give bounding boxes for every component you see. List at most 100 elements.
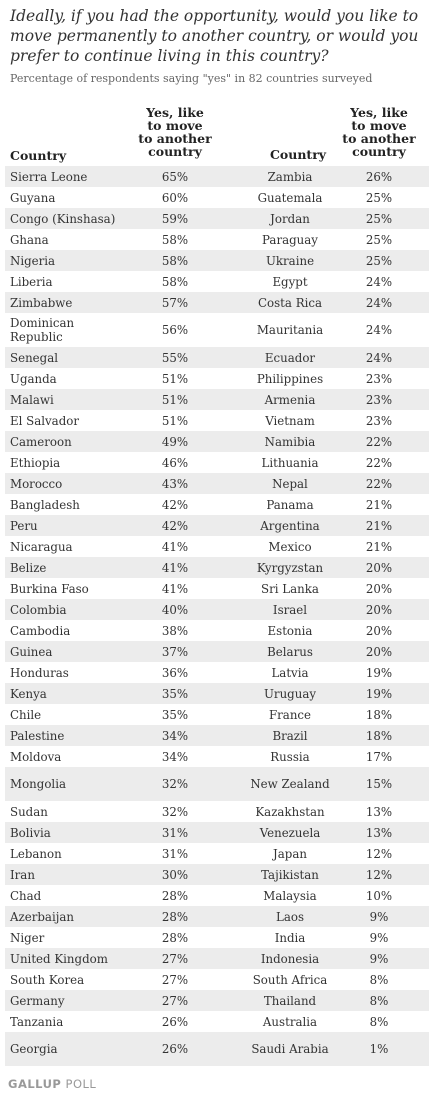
- country-left-cell: Malawi: [10, 392, 54, 407]
- country-right-cell: Mauritania: [256, 323, 324, 337]
- percent-right-cell: 8%: [369, 1014, 389, 1029]
- header-line: to another: [138, 131, 212, 146]
- country-right-cell: Thailand: [263, 993, 317, 1008]
- table-row: Liberia 58% Egypt 24%: [5, 271, 429, 292]
- table-row: Nigeria 58% Ukraine 25%: [5, 250, 429, 271]
- percent-right-cell: 9%: [369, 930, 389, 945]
- percent-left-cell: 56%: [161, 323, 189, 337]
- percent-left-cell: 32%: [161, 777, 189, 791]
- country-left-cell: Lebanon: [10, 846, 62, 861]
- percent-right-cell: 9%: [369, 909, 389, 924]
- percent-right-cell: 22%: [365, 476, 393, 491]
- header-line: to move: [147, 118, 203, 133]
- country-left-cell: Nicaragua: [10, 539, 73, 554]
- percent-right-cell: 18%: [365, 707, 393, 722]
- table-row: Ethiopia 46% Lithuania 22%: [5, 452, 429, 473]
- percent-left-cell: 58%: [161, 274, 189, 289]
- country-left-cell: Azerbaijan: [10, 909, 75, 924]
- country-right-cell: Australia: [262, 1014, 318, 1029]
- table-row: Colombia 40% Israel 20%: [5, 599, 429, 620]
- table-row: Palestine 34% Brazil 18%: [5, 725, 429, 746]
- table-row: Ghana 58% Paraguay 25%: [5, 229, 429, 250]
- country-right-cell: Israel: [272, 602, 308, 617]
- header-line: country: [352, 144, 406, 159]
- percent-right-cell: 19%: [365, 665, 393, 680]
- country-left-cell: Mongolia: [10, 777, 67, 791]
- percent-right-cell: 13%: [365, 804, 393, 819]
- country-right-cell: Vietnam: [265, 413, 315, 428]
- percent-left-cell: 41%: [161, 560, 189, 575]
- country-right-cell: Kyrgyzstan: [256, 560, 324, 575]
- country-left-cell: Cameroon: [10, 434, 72, 449]
- percent-left-cell: 27%: [161, 951, 189, 966]
- country-right-cell: Namibia: [264, 434, 316, 449]
- table-row: Germany 27% Thailand 8%: [5, 990, 429, 1011]
- country-right-cell: Ukraine: [265, 253, 315, 268]
- country-right-cell: France: [268, 707, 312, 722]
- country-right-cell: Paraguay: [262, 232, 318, 247]
- percent-left-cell: 32%: [161, 804, 189, 819]
- country-right-cell: Zambia: [267, 169, 313, 184]
- table-row: Kenya 35% Uruguay 19%: [5, 683, 429, 704]
- country-right-cell: Guatemala: [257, 190, 323, 205]
- table-row: Peru 42% Argentina 21%: [5, 515, 429, 536]
- percent-right-cell: 12%: [365, 846, 393, 861]
- country-left-cell: Georgia: [10, 1042, 58, 1056]
- country-left-cell: Germany: [10, 993, 65, 1008]
- percent-left-cell: 40%: [161, 602, 189, 617]
- percent-left-cell: 51%: [161, 371, 189, 386]
- country-right-cell: New Zealand: [250, 777, 330, 791]
- table-row: Chad 28% Malaysia 10%: [5, 885, 429, 906]
- percent-right-cell: 22%: [365, 434, 393, 449]
- percent-right-cell: 23%: [365, 413, 393, 428]
- table-row: Sudan 32% Kazakhstan 13%: [5, 801, 429, 822]
- percent-left-cell: 41%: [161, 581, 189, 596]
- country-left-cell: Belize: [10, 560, 47, 575]
- header-line: Yes, like: [146, 105, 204, 120]
- percent-left-cell: 51%: [161, 413, 189, 428]
- logo-suffix: POLL: [61, 1077, 97, 1091]
- country-right-cell: Nepal: [272, 476, 308, 491]
- country-right-cell: Mexico: [268, 539, 312, 554]
- percent-right-cell: 20%: [365, 644, 393, 659]
- country-left-cell: Nigeria: [10, 253, 56, 268]
- table-row: El Salvador 51% Vietnam 23%: [5, 410, 429, 431]
- header-percent-right: Yes, like to move to another country: [324, 106, 434, 158]
- percent-left-cell: 28%: [161, 909, 189, 924]
- country-right-cell: Costa Rica: [257, 295, 322, 310]
- percent-right-cell: 24%: [365, 350, 393, 365]
- country-left-cell: Ghana: [10, 232, 49, 247]
- country-right-cell: Panama: [266, 497, 314, 512]
- country-left-cell: Sierra Leone: [10, 169, 88, 184]
- country-left-cell: Chad: [10, 888, 42, 903]
- country-left-cell: Tanzania: [10, 1014, 64, 1029]
- percent-left-cell: 37%: [161, 644, 189, 659]
- country-left-cell: United Kingdom: [10, 951, 108, 966]
- country-left-cell: Dominican Republic: [10, 316, 75, 344]
- country-right-cell: Sri Lanka: [261, 581, 319, 596]
- logo-brand: GALLUP: [8, 1077, 62, 1091]
- percent-left-cell: 30%: [161, 867, 189, 882]
- country-right-cell: South Africa: [252, 972, 328, 987]
- percent-right-cell: 25%: [365, 253, 393, 268]
- data-table: Sierra Leone 65% Zambia 26% Guyana 60% Guatema…: [5, 166, 429, 1066]
- country-right-cell: Armenia: [264, 392, 316, 407]
- header-line: to another: [342, 131, 416, 146]
- percent-right-cell: 20%: [365, 623, 393, 638]
- table-row: Uganda 51% Philippines 23%: [5, 368, 429, 389]
- percent-left-cell: 35%: [161, 686, 189, 701]
- table-row: Bolivia 31% Venezuela 13%: [5, 822, 429, 843]
- percent-left-cell: 49%: [161, 434, 189, 449]
- percent-left-cell: 41%: [161, 539, 189, 554]
- percent-right-cell: 25%: [365, 232, 393, 247]
- country-right-cell: Belarus: [267, 644, 313, 659]
- percent-right-cell: 26%: [365, 169, 393, 184]
- country-right-cell: Lithuania: [261, 455, 319, 470]
- header-line: to move: [351, 118, 407, 133]
- table-row: Tanzania 26% Australia 8%: [5, 1011, 429, 1032]
- table-row: Mongolia 32% New Zealand 15%: [5, 767, 429, 801]
- table-row: Sierra Leone 65% Zambia 26%: [5, 166, 429, 187]
- country-left-cell: Moldova: [10, 749, 62, 764]
- country-left-cell: Guinea: [10, 644, 53, 659]
- percent-right-cell: 19%: [365, 686, 393, 701]
